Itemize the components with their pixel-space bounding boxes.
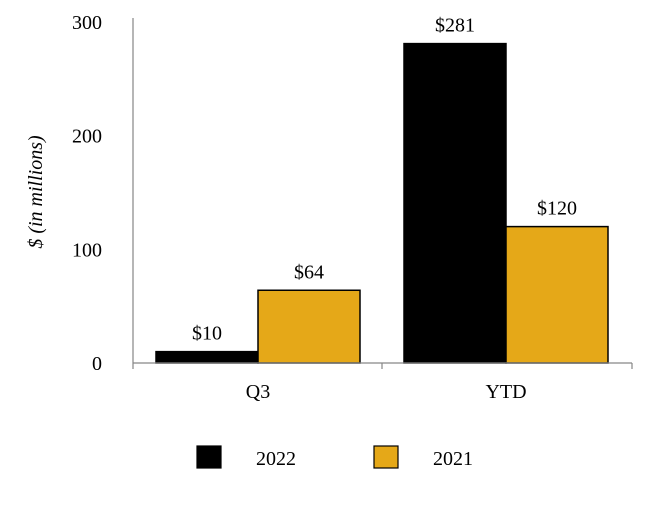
legend-label-2021: 2021 <box>433 448 473 470</box>
axes: Q3 YTD 0 100 200 300 <box>72 12 633 403</box>
legend-swatch-2022 <box>196 445 222 469</box>
y-tick-label-100: 100 <box>72 239 102 261</box>
legend-swatch-2021 <box>373 445 399 469</box>
legend-label-2022: 2022 <box>256 448 296 470</box>
plot-area: $10 $64 $281 $120 <box>155 15 609 364</box>
x-tick-label-q3: Q3 <box>246 381 270 403</box>
bar-2022-ytd <box>403 42 507 364</box>
data-label-2022-q3: $10 <box>192 323 222 345</box>
bar-2022-q3 <box>155 350 259 364</box>
x-tick-label-ytd: YTD <box>485 381 526 403</box>
bar-2021-q3 <box>257 289 361 364</box>
y-tick-label-0: 0 <box>92 353 102 375</box>
data-label-2021-ytd: $120 <box>537 198 577 220</box>
bar-2021-ytd <box>505 225 609 364</box>
y-axis-label: $ (in millions) <box>25 135 47 249</box>
data-label-2021-q3: $64 <box>294 261 324 283</box>
y-tick-label-200: 200 <box>72 126 102 148</box>
legend: 2022 2021 <box>196 445 473 470</box>
data-label-2022-ytd: $281 <box>435 15 475 37</box>
y-tick-label-300: 300 <box>72 12 102 34</box>
